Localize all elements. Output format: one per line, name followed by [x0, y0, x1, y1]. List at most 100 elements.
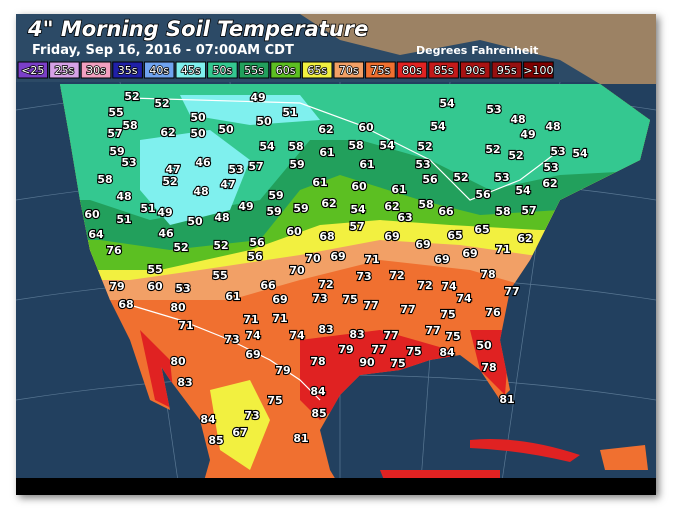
- station-value: 73: [244, 409, 259, 422]
- station-value: 52: [417, 140, 432, 153]
- legend-swatch: [112, 61, 143, 79]
- station-value: 53: [121, 156, 136, 169]
- station-value: 72: [417, 279, 432, 292]
- station-value: 77: [383, 329, 398, 342]
- station-value: 59: [289, 158, 304, 171]
- station-value: 71: [272, 312, 287, 325]
- station-value: 85: [208, 434, 223, 447]
- station-value: 74: [289, 329, 305, 342]
- station-value: 81: [499, 393, 514, 406]
- station-value: 53: [486, 103, 501, 116]
- legend-label: 75s: [371, 64, 391, 77]
- station-value: 50: [256, 115, 272, 128]
- station-value: 75: [342, 293, 357, 306]
- station-value: 76: [106, 244, 122, 257]
- legend-swatch: [459, 61, 491, 79]
- station-value: 60: [286, 225, 302, 238]
- station-value: 52: [162, 175, 177, 188]
- legend-swatch: [175, 61, 207, 79]
- station-value: 56: [422, 173, 438, 186]
- station-value: 58: [418, 198, 433, 211]
- legend-swatch: [270, 61, 301, 79]
- hispaniola: [600, 445, 648, 470]
- station-value: 61: [319, 146, 334, 159]
- station-value: 46: [195, 156, 211, 169]
- station-value: 55: [108, 106, 123, 119]
- station-value: 73: [356, 270, 371, 283]
- units: Degrees Fahrenheit: [416, 44, 538, 57]
- borders: [129, 97, 561, 401]
- station-value: 78: [310, 355, 325, 368]
- station-value: 62: [318, 123, 333, 136]
- station-value: 53: [175, 282, 190, 295]
- station-value: 53: [543, 161, 558, 174]
- station-value: 50: [187, 215, 203, 228]
- legend-label: 70s: [339, 64, 359, 77]
- station-value: 78: [480, 268, 495, 281]
- station-value: 66: [438, 205, 454, 218]
- legend-label: 30s: [86, 64, 106, 77]
- station-value: 83: [177, 376, 192, 389]
- cuba: [470, 439, 580, 462]
- station-value: 52: [485, 143, 500, 156]
- station-value: 54: [572, 147, 588, 160]
- station-value: 55: [212, 269, 227, 282]
- station-value: 62: [160, 126, 175, 139]
- station-value: 50: [190, 127, 206, 140]
- station-value: 83: [318, 323, 333, 336]
- legend-label: 95s: [497, 64, 517, 77]
- station-value: 47: [220, 178, 235, 191]
- station-value: 52: [124, 90, 139, 103]
- legend-swatch: [396, 61, 428, 79]
- station-value: 60: [358, 121, 374, 134]
- legend-swatch: [301, 61, 333, 79]
- station-value: 60: [351, 180, 367, 193]
- station-value: 64: [88, 228, 104, 241]
- canada-north: [300, 14, 656, 84]
- station-value: 77: [363, 299, 378, 312]
- station-value: 50: [218, 123, 234, 136]
- station-value: 54: [515, 184, 531, 197]
- station-value: 58: [495, 205, 510, 218]
- station-value: 60: [147, 280, 163, 293]
- station-value: 50: [476, 339, 492, 352]
- station-value: 75: [440, 308, 455, 321]
- legend-swatch: [491, 61, 523, 79]
- station-value: 72: [389, 269, 404, 282]
- station-value: 51: [140, 202, 155, 215]
- station-value: 71: [243, 313, 258, 326]
- station-value: 54: [259, 140, 275, 153]
- station-value: 63: [397, 211, 412, 224]
- station-value: 56: [249, 236, 265, 249]
- station-value: 54: [350, 203, 366, 216]
- station-value: 68: [319, 230, 334, 243]
- station-value: 70: [289, 264, 305, 277]
- station-value: 70: [305, 252, 321, 265]
- station-value: 53: [228, 163, 243, 176]
- legend-swatch: [17, 61, 49, 79]
- station-value: 61: [312, 176, 327, 189]
- station-value: 62: [384, 200, 399, 213]
- legend-swatch: [523, 61, 554, 79]
- station-value: 75: [406, 345, 421, 358]
- station-value: 59: [266, 205, 281, 218]
- legend-label: 45s: [181, 64, 201, 77]
- legend: <25 25s 30s 35s 40s 45s 50s 55s 60s 65s 70s 75s 80s 8…: [17, 61, 554, 79]
- station-value: 54: [439, 97, 455, 110]
- legend-label: 25s: [55, 64, 75, 77]
- station-value: 57: [521, 204, 536, 217]
- station-value: 58: [97, 173, 112, 186]
- legend-label: 40s: [149, 64, 169, 77]
- station-value: 55: [147, 263, 162, 276]
- station-value: 60: [84, 208, 100, 221]
- station-value: 53: [550, 145, 565, 158]
- legend-label: 90s: [465, 64, 485, 77]
- station-value: 71: [364, 253, 379, 266]
- station-value: 52: [154, 97, 169, 110]
- legend-label: 55s: [244, 64, 264, 77]
- station-value: 52: [453, 171, 468, 184]
- station-value: 72: [318, 278, 333, 291]
- station-value: 69: [272, 293, 287, 306]
- station-value: 69: [330, 250, 345, 263]
